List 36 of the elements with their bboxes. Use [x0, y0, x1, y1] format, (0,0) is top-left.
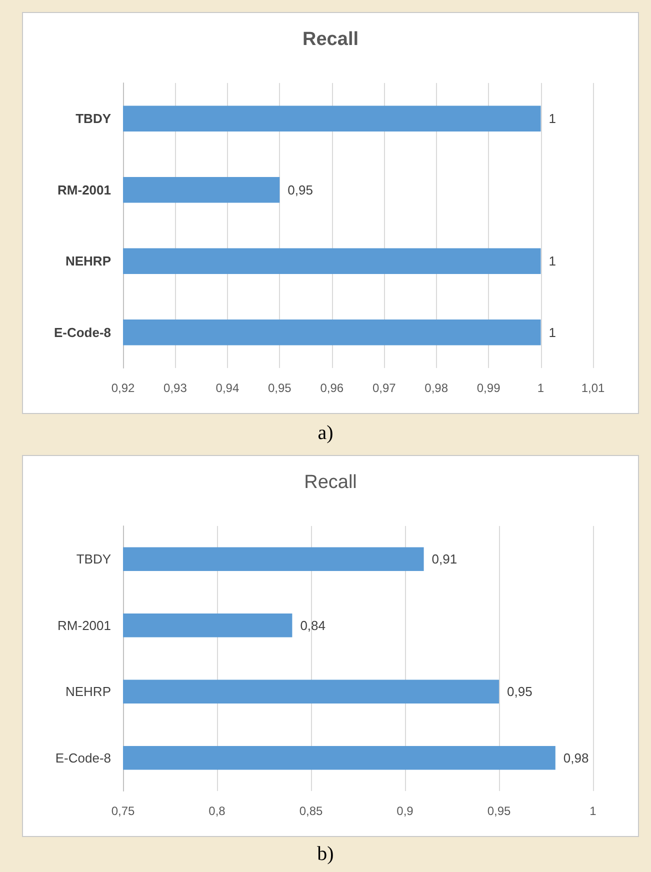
data-label: 0,91: [432, 552, 458, 567]
y-tick-label: RM-2001: [58, 182, 111, 198]
data-label: 0,98: [563, 750, 589, 766]
data-label: 0,95: [288, 182, 313, 198]
data-label: 1: [548, 254, 556, 269]
x-tick-label: 0,94: [216, 381, 240, 395]
data-label: 0,95: [507, 684, 532, 700]
y-tick-label: RM-2001: [58, 618, 111, 633]
x-tick-label: 0,95: [487, 804, 511, 818]
x-tick-label: 0,8: [208, 804, 226, 818]
x-tick-label: 1: [537, 381, 544, 395]
text: b): [316, 843, 335, 866]
y-tick-label: E-Code-8: [54, 324, 111, 340]
chart-title: Recall: [302, 29, 358, 50]
data-label: 0,84: [300, 618, 326, 633]
x-tick-label: 0,75: [111, 804, 135, 818]
x-tick-label: 0,97: [372, 381, 396, 395]
x-tick-label: 1,01: [581, 381, 605, 395]
x-tick-label: 0,99: [476, 381, 501, 395]
chart-title: Recall: [304, 472, 357, 493]
y-tick-label: TBDY: [76, 111, 112, 126]
y-tick-label: NEHRP: [65, 684, 111, 700]
text: a): [316, 422, 334, 445]
y-tick-label: NEHRP: [65, 254, 112, 269]
x-tick-label: 0,93: [164, 381, 188, 395]
x-tick-label: 1: [590, 804, 597, 818]
y-tick-label: TBDY: [76, 552, 112, 567]
x-tick-label: 0,92: [111, 381, 135, 395]
x-tick-label: 0,85: [299, 804, 323, 818]
y-tick-label: E-Code-8: [55, 750, 111, 766]
data-label: 1: [548, 324, 556, 340]
x-tick-label: 0,95: [268, 381, 292, 395]
data-label: 1: [548, 111, 556, 126]
x-tick-label: 0,98: [424, 381, 448, 395]
x-tick-label: 0,96: [320, 381, 344, 395]
x-tick-label: 0,9: [396, 804, 414, 818]
